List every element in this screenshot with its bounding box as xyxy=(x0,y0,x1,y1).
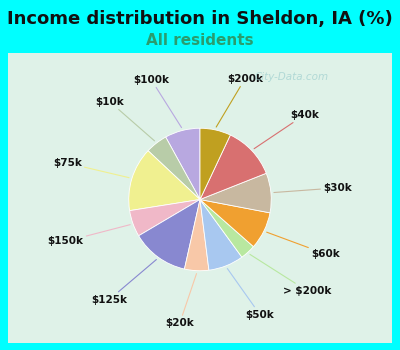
Text: $125k: $125k xyxy=(91,260,156,304)
Text: $10k: $10k xyxy=(96,97,154,141)
Wedge shape xyxy=(200,199,254,257)
Text: $60k: $60k xyxy=(267,232,340,259)
Text: $200k: $200k xyxy=(216,74,263,127)
Wedge shape xyxy=(200,135,266,199)
Wedge shape xyxy=(139,199,200,269)
Wedge shape xyxy=(148,137,200,200)
Wedge shape xyxy=(184,199,209,271)
Text: City-Data.com: City-Data.com xyxy=(255,72,329,82)
Wedge shape xyxy=(129,151,200,211)
Text: $150k: $150k xyxy=(48,225,130,246)
Text: $20k: $20k xyxy=(166,274,196,328)
Text: > $200k: > $200k xyxy=(250,254,332,296)
Wedge shape xyxy=(200,173,271,213)
Wedge shape xyxy=(200,199,270,247)
Wedge shape xyxy=(200,199,242,270)
Text: $100k: $100k xyxy=(133,75,182,128)
Wedge shape xyxy=(166,128,200,200)
Text: $30k: $30k xyxy=(274,183,352,193)
Wedge shape xyxy=(130,199,200,236)
Text: $50k: $50k xyxy=(227,268,274,320)
Text: Income distribution in Sheldon, IA (%): Income distribution in Sheldon, IA (%) xyxy=(7,10,393,28)
Text: $40k: $40k xyxy=(254,110,319,149)
Text: $75k: $75k xyxy=(53,158,129,178)
Wedge shape xyxy=(200,128,230,200)
Text: All residents: All residents xyxy=(146,33,254,48)
